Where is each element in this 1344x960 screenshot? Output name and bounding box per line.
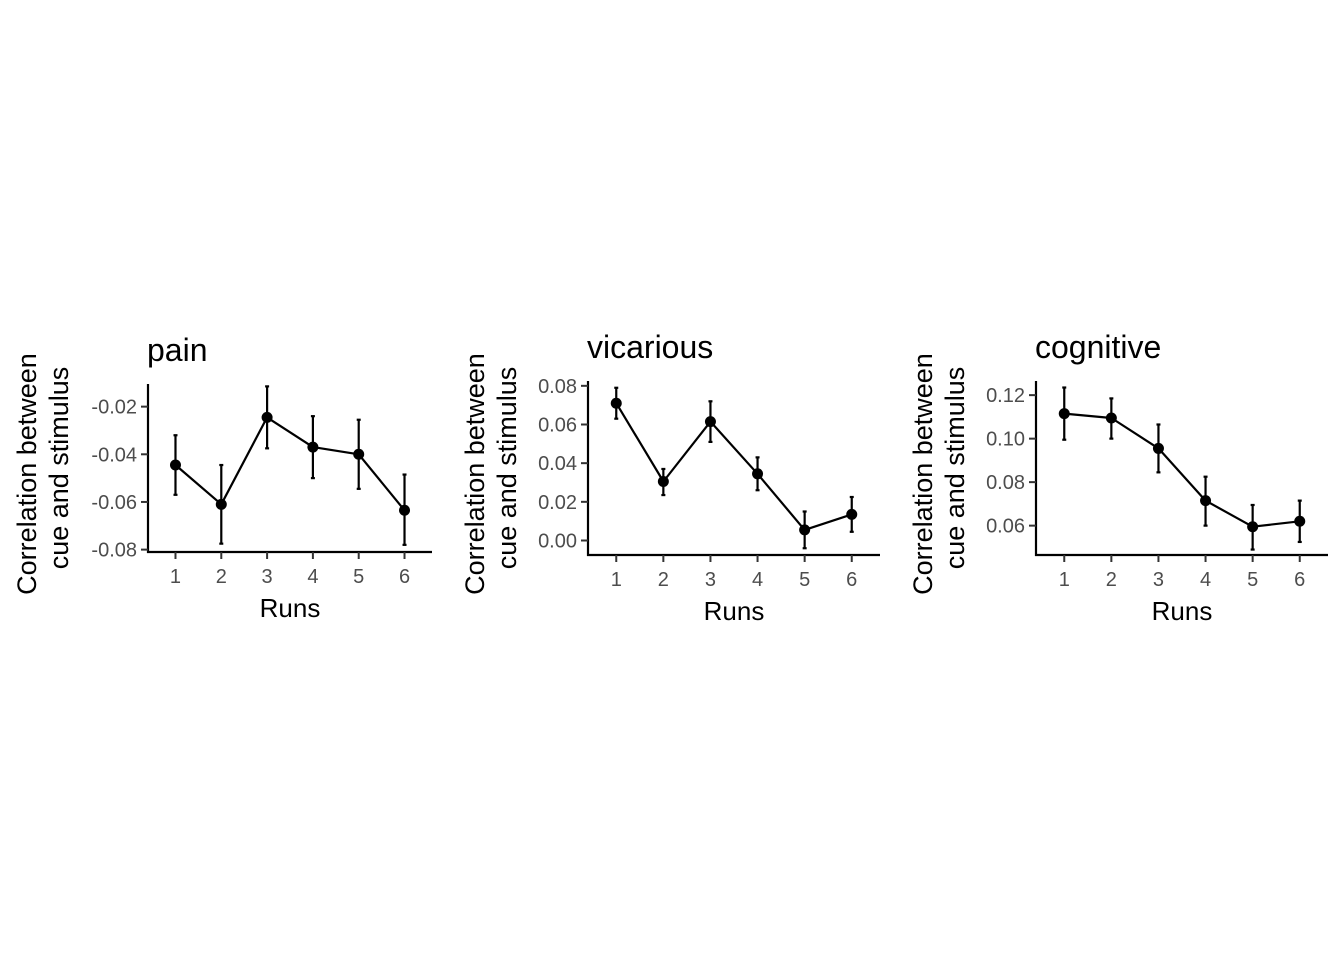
x-tick-label: 2 bbox=[1106, 569, 1117, 591]
x-tick-label: 4 bbox=[307, 566, 318, 588]
y-tick-label: 0.08 bbox=[538, 376, 577, 398]
data-point bbox=[169, 459, 181, 471]
y-axis-label-line-1: Correlation between bbox=[12, 353, 42, 595]
y-tick-label: 0.10 bbox=[986, 429, 1025, 451]
y-axis-label-line-2: cue and stimulus bbox=[492, 367, 522, 570]
y-tick-label: 0.06 bbox=[986, 516, 1025, 538]
x-tick-label: 4 bbox=[1200, 569, 1211, 591]
data-point bbox=[1105, 412, 1117, 424]
data-point bbox=[799, 524, 811, 536]
plot-marks: 0.06 0.08 0.10 0.12 1 2 3 4 5 6 bbox=[986, 381, 1328, 591]
data-point bbox=[307, 441, 319, 453]
x-axis-label: Runs bbox=[704, 596, 765, 626]
x-tick-label: 5 bbox=[799, 569, 810, 591]
data-point bbox=[261, 411, 273, 423]
y-tick-label: 0.02 bbox=[538, 492, 577, 514]
x-axis-label: Runs bbox=[260, 593, 321, 623]
panel-cognitive: cognitive Correlation between cue and st… bbox=[908, 329, 1328, 626]
panel-vicarious: vicarious Correlation between cue and st… bbox=[460, 329, 880, 626]
data-point bbox=[1152, 442, 1164, 454]
data-point bbox=[1247, 521, 1259, 533]
y-tick-label: -0.06 bbox=[91, 492, 137, 514]
data-point bbox=[704, 416, 716, 428]
x-tick-label: 4 bbox=[752, 569, 763, 591]
data-point bbox=[1200, 495, 1212, 507]
x-tick-label: 1 bbox=[170, 566, 181, 588]
x-tick-label: 5 bbox=[1247, 569, 1258, 591]
y-axis-label-line-2: cue and stimulus bbox=[940, 367, 970, 570]
data-point bbox=[399, 504, 411, 516]
data-point bbox=[610, 397, 622, 409]
panel-pain: pain Correlation between cue and stimulu… bbox=[12, 332, 432, 623]
data-point bbox=[657, 476, 669, 488]
y-tick-label: 0.08 bbox=[986, 472, 1025, 494]
x-tick-label: 1 bbox=[1059, 569, 1070, 591]
x-tick-label: 2 bbox=[216, 566, 227, 588]
panel-title: cognitive bbox=[1035, 329, 1161, 365]
y-tick-label: 0.04 bbox=[538, 453, 577, 475]
series-line bbox=[174, 416, 406, 511]
x-tick-label: 5 bbox=[353, 566, 364, 588]
x-tick-label: 3 bbox=[262, 566, 273, 588]
series-line bbox=[1064, 412, 1300, 528]
x-tick-label: 3 bbox=[705, 569, 716, 591]
x-tick-label: 3 bbox=[1153, 569, 1164, 591]
plot-marks: -0.08 -0.06 -0.04 -0.02 1 2 3 4 5 6 bbox=[91, 384, 432, 588]
y-axis-label-line-1: Correlation between bbox=[460, 353, 490, 595]
data-point bbox=[1058, 408, 1070, 420]
data-point bbox=[215, 498, 227, 510]
y-axis-label-line-1: Correlation between bbox=[908, 353, 938, 595]
panel-title: pain bbox=[147, 332, 208, 368]
series-line bbox=[615, 402, 853, 532]
x-tick-label: 6 bbox=[846, 569, 857, 591]
y-tick-label: -0.08 bbox=[91, 540, 137, 562]
y-axis-label-line-2: cue and stimulus bbox=[44, 367, 74, 570]
data-point bbox=[1294, 515, 1306, 527]
data-point bbox=[353, 448, 365, 460]
y-tick-label: 0.00 bbox=[538, 531, 577, 553]
y-tick-label: 0.12 bbox=[986, 385, 1025, 407]
panel-title: vicarious bbox=[587, 329, 713, 365]
y-tick-label: 0.06 bbox=[538, 415, 577, 437]
x-tick-label: 2 bbox=[658, 569, 669, 591]
data-point bbox=[846, 508, 858, 520]
x-axis-label: Runs bbox=[1152, 596, 1213, 626]
x-tick-label: 6 bbox=[399, 566, 410, 588]
plot-marks: 0.00 0.02 0.04 0.06 0.08 1 2 3 4 5 6 bbox=[538, 376, 880, 591]
x-tick-label: 6 bbox=[1294, 569, 1305, 591]
y-tick-label: -0.02 bbox=[91, 397, 137, 419]
data-point bbox=[752, 468, 764, 480]
y-tick-label: -0.04 bbox=[91, 444, 137, 466]
x-tick-label: 1 bbox=[611, 569, 622, 591]
